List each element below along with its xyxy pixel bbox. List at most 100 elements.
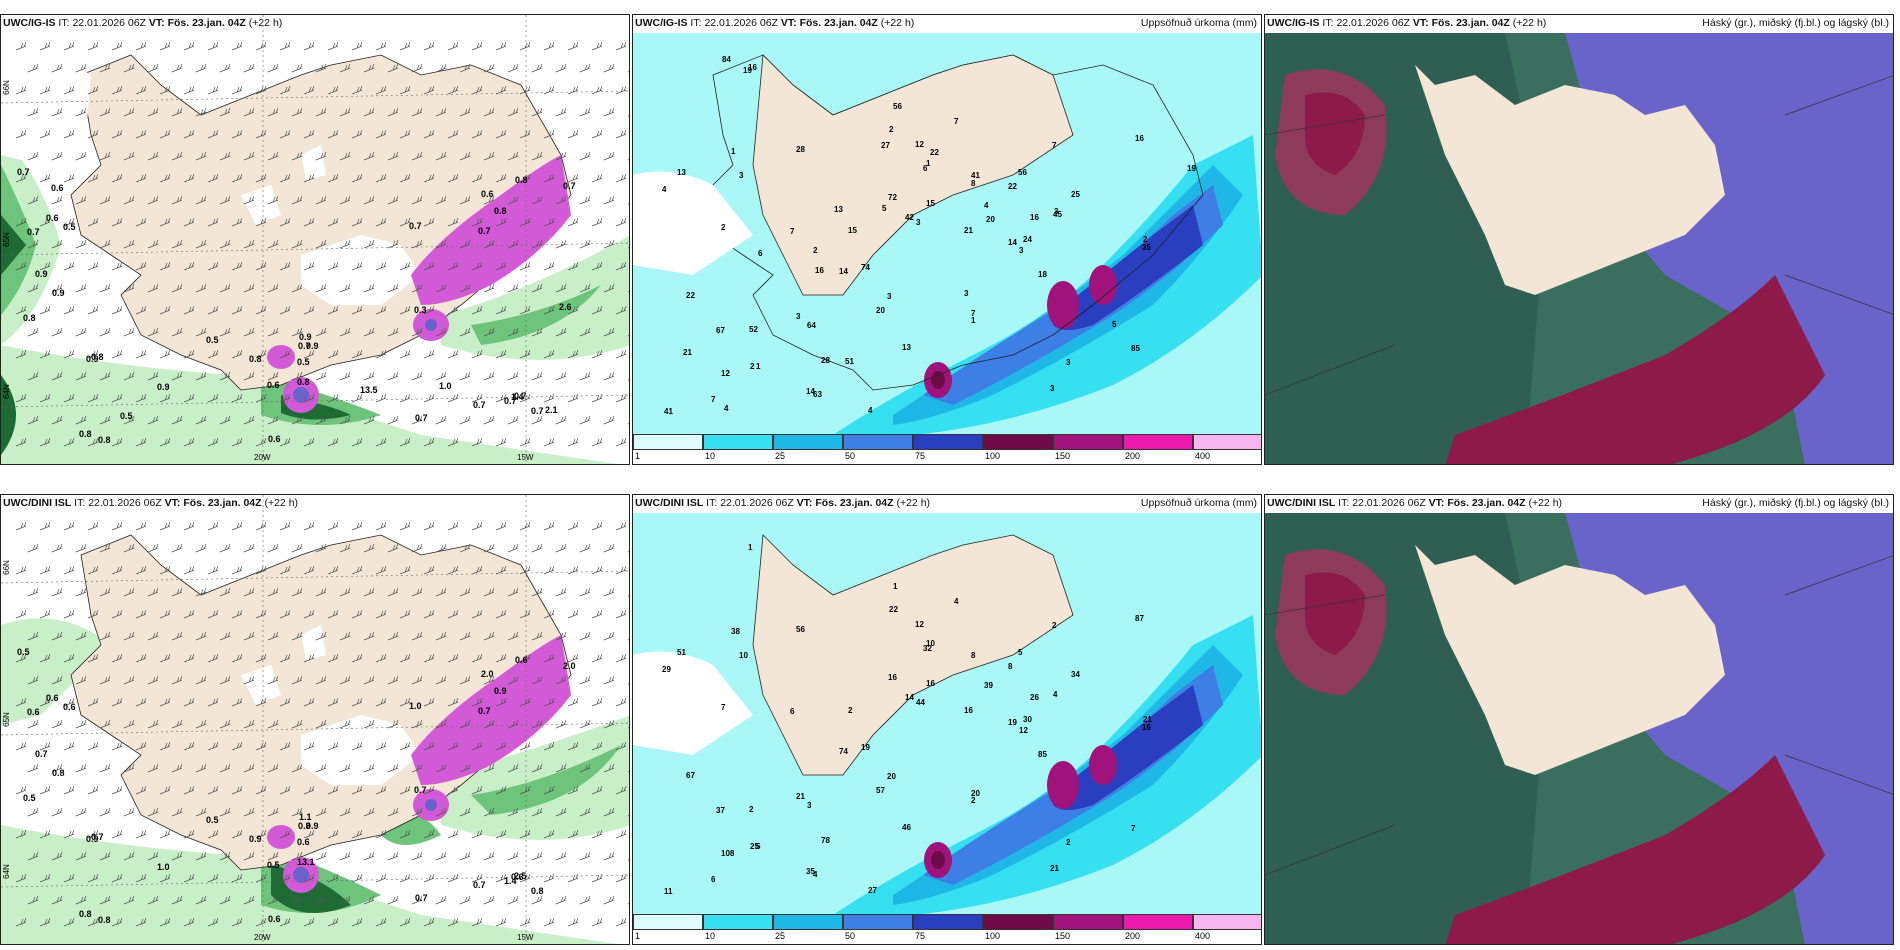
wind-barb: [159, 85, 171, 95]
wind-barb: [315, 807, 327, 817]
wind-barb: [531, 327, 543, 337]
colorbar-segment: [633, 914, 703, 930]
wind-barb: [591, 217, 603, 227]
wind-barb: [471, 653, 483, 663]
wind-barb: [51, 63, 63, 73]
wind-barb: [483, 719, 495, 729]
wind-barb: [63, 261, 75, 271]
wind-barb: [375, 917, 387, 927]
wind-barb: [423, 697, 435, 707]
wind-barb: [327, 129, 339, 139]
wind-barb: [315, 283, 327, 293]
wind-barb: [447, 129, 459, 139]
map-value-label: 0.9: [299, 332, 312, 342]
wind-barb: [291, 675, 303, 685]
map-value-label: 0.7: [298, 341, 311, 351]
wind-barb: [39, 653, 51, 663]
wind-barb: [39, 741, 51, 751]
wind-barb: [387, 195, 399, 205]
wind-barb: [603, 631, 615, 641]
wind-barb: [111, 217, 123, 227]
wind-barb: [171, 675, 183, 685]
wind-barb: [219, 239, 231, 249]
map-value-label: 3: [1066, 358, 1071, 367]
wind-barb: [111, 741, 123, 751]
wind-barb: [399, 85, 411, 95]
wind-barb: [27, 283, 39, 293]
wind-barb: [135, 393, 147, 403]
wind-barb: [99, 543, 111, 553]
wind-barb: [111, 785, 123, 795]
wind-barb: [339, 719, 351, 729]
map-value-label: 67: [716, 326, 725, 335]
wind-barb: [459, 195, 471, 205]
wind-barb: [543, 261, 555, 271]
wind-barb: [99, 283, 111, 293]
wind-barb: [519, 785, 531, 795]
wind-barb: [603, 327, 615, 337]
wind-barb: [591, 521, 603, 531]
wind-barb: [447, 653, 459, 663]
wind-barb: [279, 41, 291, 51]
map-value-label: 0.9: [52, 288, 65, 298]
wind-barb: [291, 415, 303, 425]
wind-barb: [351, 437, 363, 447]
wind-barb: [123, 587, 135, 597]
wind-barb: [387, 415, 399, 425]
wind-barb: [483, 895, 495, 905]
map-value-label: 45: [1053, 210, 1062, 219]
wind-barb: [219, 415, 231, 425]
wind-barb: [423, 261, 435, 271]
wind-barb: [387, 719, 399, 729]
wind-barb: [411, 63, 423, 73]
wind-barb: [555, 763, 567, 773]
wind-barb: [447, 741, 459, 751]
wind-barb: [471, 129, 483, 139]
wind-barb: [123, 239, 135, 249]
wind-barb: [39, 261, 51, 271]
wind-barb: [495, 349, 507, 359]
wind-barb: [51, 675, 63, 685]
wind-barb: [423, 609, 435, 619]
map-value-label: 0.6: [268, 914, 281, 924]
wind-barb: [243, 719, 255, 729]
wind-barb: [231, 785, 243, 795]
wind-barb: [159, 565, 171, 575]
wind-barb: [579, 807, 591, 817]
wind-barb: [567, 85, 579, 95]
wind-barb: [591, 609, 603, 619]
cloud-map-panel-top: UWC/IG-IS IT: 22.01.2026 06Z VT: Fös. 23…: [1264, 14, 1894, 465]
wind-barb: [195, 851, 207, 861]
wind-barb: [363, 543, 375, 553]
wind-barb: [531, 763, 543, 773]
wind-barb: [27, 371, 39, 381]
map-value-label: 2.1: [545, 405, 558, 415]
wind-barb: [615, 873, 627, 883]
wind-barb: [483, 631, 495, 641]
wind-barb: [495, 785, 507, 795]
wind-barb: [423, 829, 435, 839]
wind-barb: [51, 239, 63, 249]
wind-barb: [543, 653, 555, 663]
wind-barbs: [15, 521, 629, 927]
wind-barb: [135, 173, 147, 183]
wind-barb: [255, 741, 267, 751]
wind-barb: [603, 763, 615, 773]
wind-barb: [63, 829, 75, 839]
wind-barb: [507, 543, 519, 553]
wind-barb: [243, 675, 255, 685]
wind-barb: [279, 129, 291, 139]
wind-barb: [363, 151, 375, 161]
map-value-label: 0.9: [249, 834, 262, 844]
map-value-label: 22: [1008, 182, 1017, 191]
map-value-label: 12: [721, 369, 730, 378]
wind-barb: [243, 851, 255, 861]
wind-barb: [471, 873, 483, 883]
wind-barb: [63, 41, 75, 51]
wind-barb: [603, 239, 615, 249]
wind-barb: [507, 63, 519, 73]
wind-barb: [219, 195, 231, 205]
wind-barb: [399, 609, 411, 619]
wind-barb: [63, 129, 75, 139]
wind-barb: [327, 785, 339, 795]
